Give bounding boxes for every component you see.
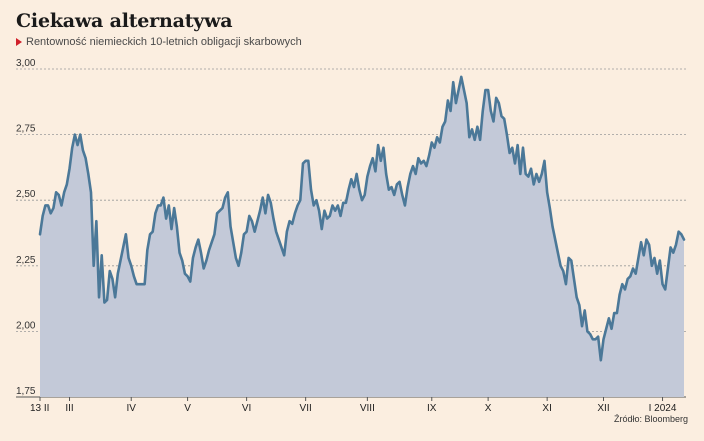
x-tick-label: VI [242,403,251,414]
series-area [40,76,684,398]
x-tick-label: XII [597,403,609,414]
x-tick-label: V [184,403,191,414]
y-tick-label: 2,25 [16,255,36,266]
series-line [38,75,686,362]
x-tick-label: III [65,403,73,414]
area-layer [38,75,686,398]
y-axis-ticks: 1,75 2,00 2,25 2,50 2,75 3,00 [16,58,36,397]
x-tick-label: XI [542,403,551,414]
y-tick-label: 2,75 [16,124,36,135]
y-tick-label: 2,50 [16,189,36,200]
x-tick-label: VIII [360,403,375,414]
x-tick-label: I 2024 [649,403,677,414]
x-tick-label: IX [427,403,437,414]
subtitle-text: Rentowność niemieckich 10-letnich obliga… [26,36,302,48]
y-tick-label: 2,00 [16,320,36,331]
x-tick-label: VII [300,403,312,414]
y-tick-label: 3,00 [16,58,36,69]
chart-subtitle: Rentowność niemieckich 10-letnich obliga… [16,36,302,48]
y-tick-label: 1,75 [16,386,36,397]
triangle-marker-icon [16,38,22,46]
x-tick-label: X [485,403,492,414]
x-tick-label: 13 II [30,403,49,414]
source-note: Źródło: Bloomberg [613,414,688,424]
chart-title: Ciekawa alternatywa [16,10,233,32]
x-tick-label: IV [127,403,137,414]
